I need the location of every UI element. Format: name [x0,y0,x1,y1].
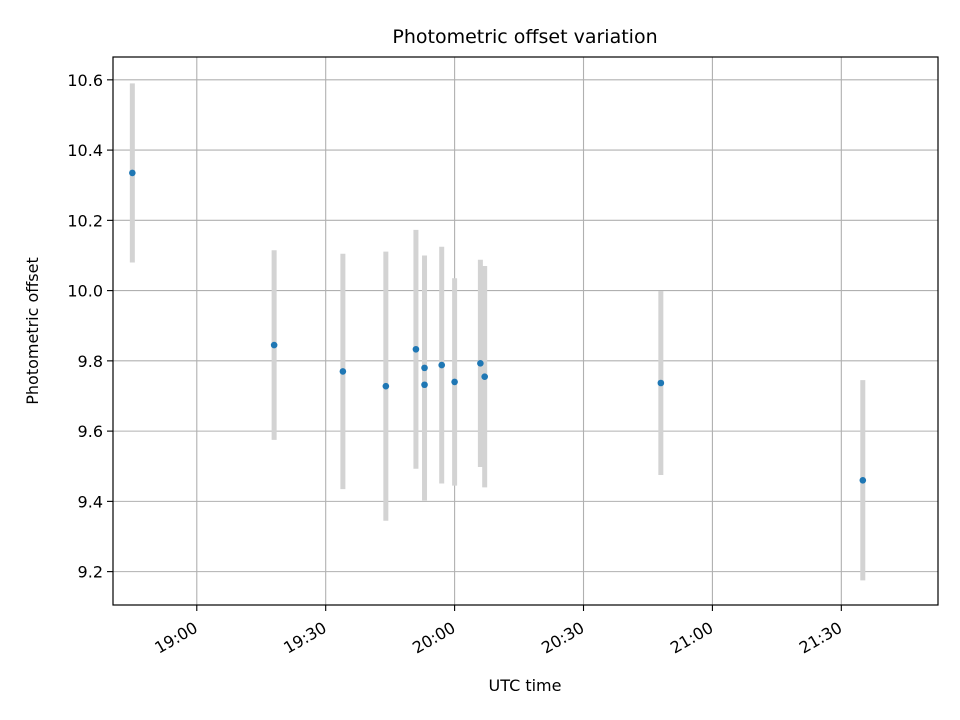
y-tick-label: 10.2 [67,211,103,230]
y-tick-label: 10.6 [67,71,103,90]
y-tick-label: 9.4 [78,492,103,511]
y-tick-label: 9.2 [78,563,103,582]
y-tick-label: 10.0 [67,282,103,301]
data-point [481,373,488,380]
data-point [477,360,484,367]
y-axis: 9.2 9.4 9.6 9.8 10.0 10.2 10.4 10.6 [67,71,113,582]
x-axis-title: UTC time [489,676,562,695]
data-point [382,382,390,390]
data-point [421,364,428,372]
chart-title: Photometric offset variation [392,26,657,48]
y-axis-title: Photometric offset [23,257,42,405]
data-point [270,341,278,349]
y-tick-label: 10.4 [67,141,103,160]
plot-frame [112,56,939,606]
data-point [339,368,347,375]
data-point [421,381,428,389]
data-point [129,169,136,177]
data-point [438,361,446,369]
data-points [129,169,867,484]
data-point [859,476,867,484]
data-point [412,345,420,353]
data-point [657,379,665,387]
y-tick-label: 9.6 [78,422,103,441]
data-point [451,378,458,386]
y-tick-label: 9.8 [78,352,103,371]
